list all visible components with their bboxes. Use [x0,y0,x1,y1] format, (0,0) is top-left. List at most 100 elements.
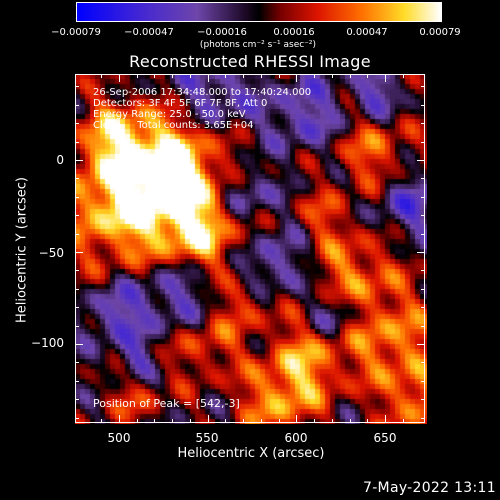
tick-mark [421,215,425,216]
tick-mark [332,74,333,78]
x-tick-label: 600 [284,431,308,445]
tick-mark [421,105,425,106]
colorbar [76,2,442,22]
tick-mark [421,381,425,382]
y-tick-label: 0 [56,153,64,167]
tick-mark [417,344,425,345]
tick-mark [75,123,79,124]
tick-mark [417,252,425,253]
tick-mark [137,419,138,423]
tick-mark [367,74,368,78]
annotation-time: 26-Sep-2006 17:34:48.000 to 17:40:24.000 [93,87,312,98]
colorbar-unit: (photons cm⁻² s⁻¹ asec⁻²) [199,40,317,50]
tick-mark [350,74,351,78]
tick-mark [75,270,79,271]
peak-annotation: Position of Peak = [542,-3] [93,397,240,410]
tick-mark [421,86,425,87]
tick-mark [421,326,425,327]
tick-mark [261,74,262,78]
tick-mark [137,74,138,78]
colorbar-tick: 0.00047 [346,27,388,38]
tick-mark [101,419,102,423]
tick-mark [75,142,79,143]
tick-mark [421,362,425,363]
tick-mark [403,74,404,78]
chart-title: Reconstructed RHESSI Image [129,52,371,71]
tick-mark [75,418,79,419]
tick-mark [119,415,120,423]
tick-mark [208,74,209,82]
tick-mark [421,399,425,400]
tick-mark [421,418,425,419]
x-tick-label: 650 [373,431,397,445]
tick-mark [421,123,425,124]
colorbar-tick: −0.00047 [124,27,174,38]
tick-mark [75,160,83,161]
tick-mark [75,344,83,345]
tick-mark [417,160,425,161]
tick-mark [296,74,297,82]
tick-mark [421,178,425,179]
tick-mark [296,415,297,423]
x-tick-label: 550 [195,431,219,445]
tick-mark [225,74,226,78]
y-axis-label: Heliocentric Y (arcsec) [14,177,30,323]
tick-mark [75,215,79,216]
heatmap-image [75,74,427,424]
tick-mark [279,419,280,423]
tick-mark [367,419,368,423]
tick-mark [172,419,173,423]
colorbar-tick: 0.00079 [419,27,461,38]
tick-mark [154,419,155,423]
tick-mark [421,289,425,290]
tick-mark [314,74,315,78]
colorbar-tick: −0.00016 [197,27,247,38]
colorbar-tick: −0.00079 [51,27,101,38]
annotation-detectors: Detectors: 3F 4F 5F 6F 7F 8F, Att 0 [93,98,268,109]
tick-mark [421,234,425,235]
footer-timestamp: 7-May-2022 13:11 [363,480,496,496]
x-axis-label: Heliocentric X (arcsec) [177,446,325,461]
tick-mark [243,74,244,78]
tick-mark [75,326,79,327]
tick-mark [101,74,102,78]
tick-mark [385,74,386,82]
tick-mark [208,415,209,423]
tick-mark [403,419,404,423]
y-tick-label: −100 [31,336,64,350]
tick-mark [75,86,79,87]
tick-mark [172,74,173,78]
plot-frame [75,74,425,423]
tick-mark [332,419,333,423]
tick-mark [421,197,425,198]
tick-mark [279,74,280,78]
tick-mark [154,74,155,78]
tick-mark [421,270,425,271]
tick-mark [75,362,79,363]
tick-mark [421,142,425,143]
tick-mark [243,419,244,423]
tick-mark [75,289,79,290]
colorbar-tick: 0.00016 [273,27,315,38]
tick-mark [350,419,351,423]
tick-mark [119,74,120,82]
tick-mark [75,178,79,179]
tick-mark [421,307,425,308]
tick-mark [75,307,79,308]
tick-mark [75,197,79,198]
tick-mark [225,419,226,423]
x-tick-label: 500 [107,431,131,445]
tick-mark [190,419,191,423]
tick-mark [75,234,79,235]
tick-mark [75,381,79,382]
y-tick-label: −50 [38,246,64,260]
tick-mark [385,415,386,423]
tick-mark [75,105,79,106]
tick-mark [75,252,83,253]
tick-mark [261,419,262,423]
annotation-method: Clean Total counts: 3.65E+04 [93,120,254,131]
tick-mark [190,74,191,78]
annotation-energy: Energy Range: 25.0 - 50.0 keV [93,109,246,120]
tick-mark [314,419,315,423]
tick-mark [75,399,79,400]
